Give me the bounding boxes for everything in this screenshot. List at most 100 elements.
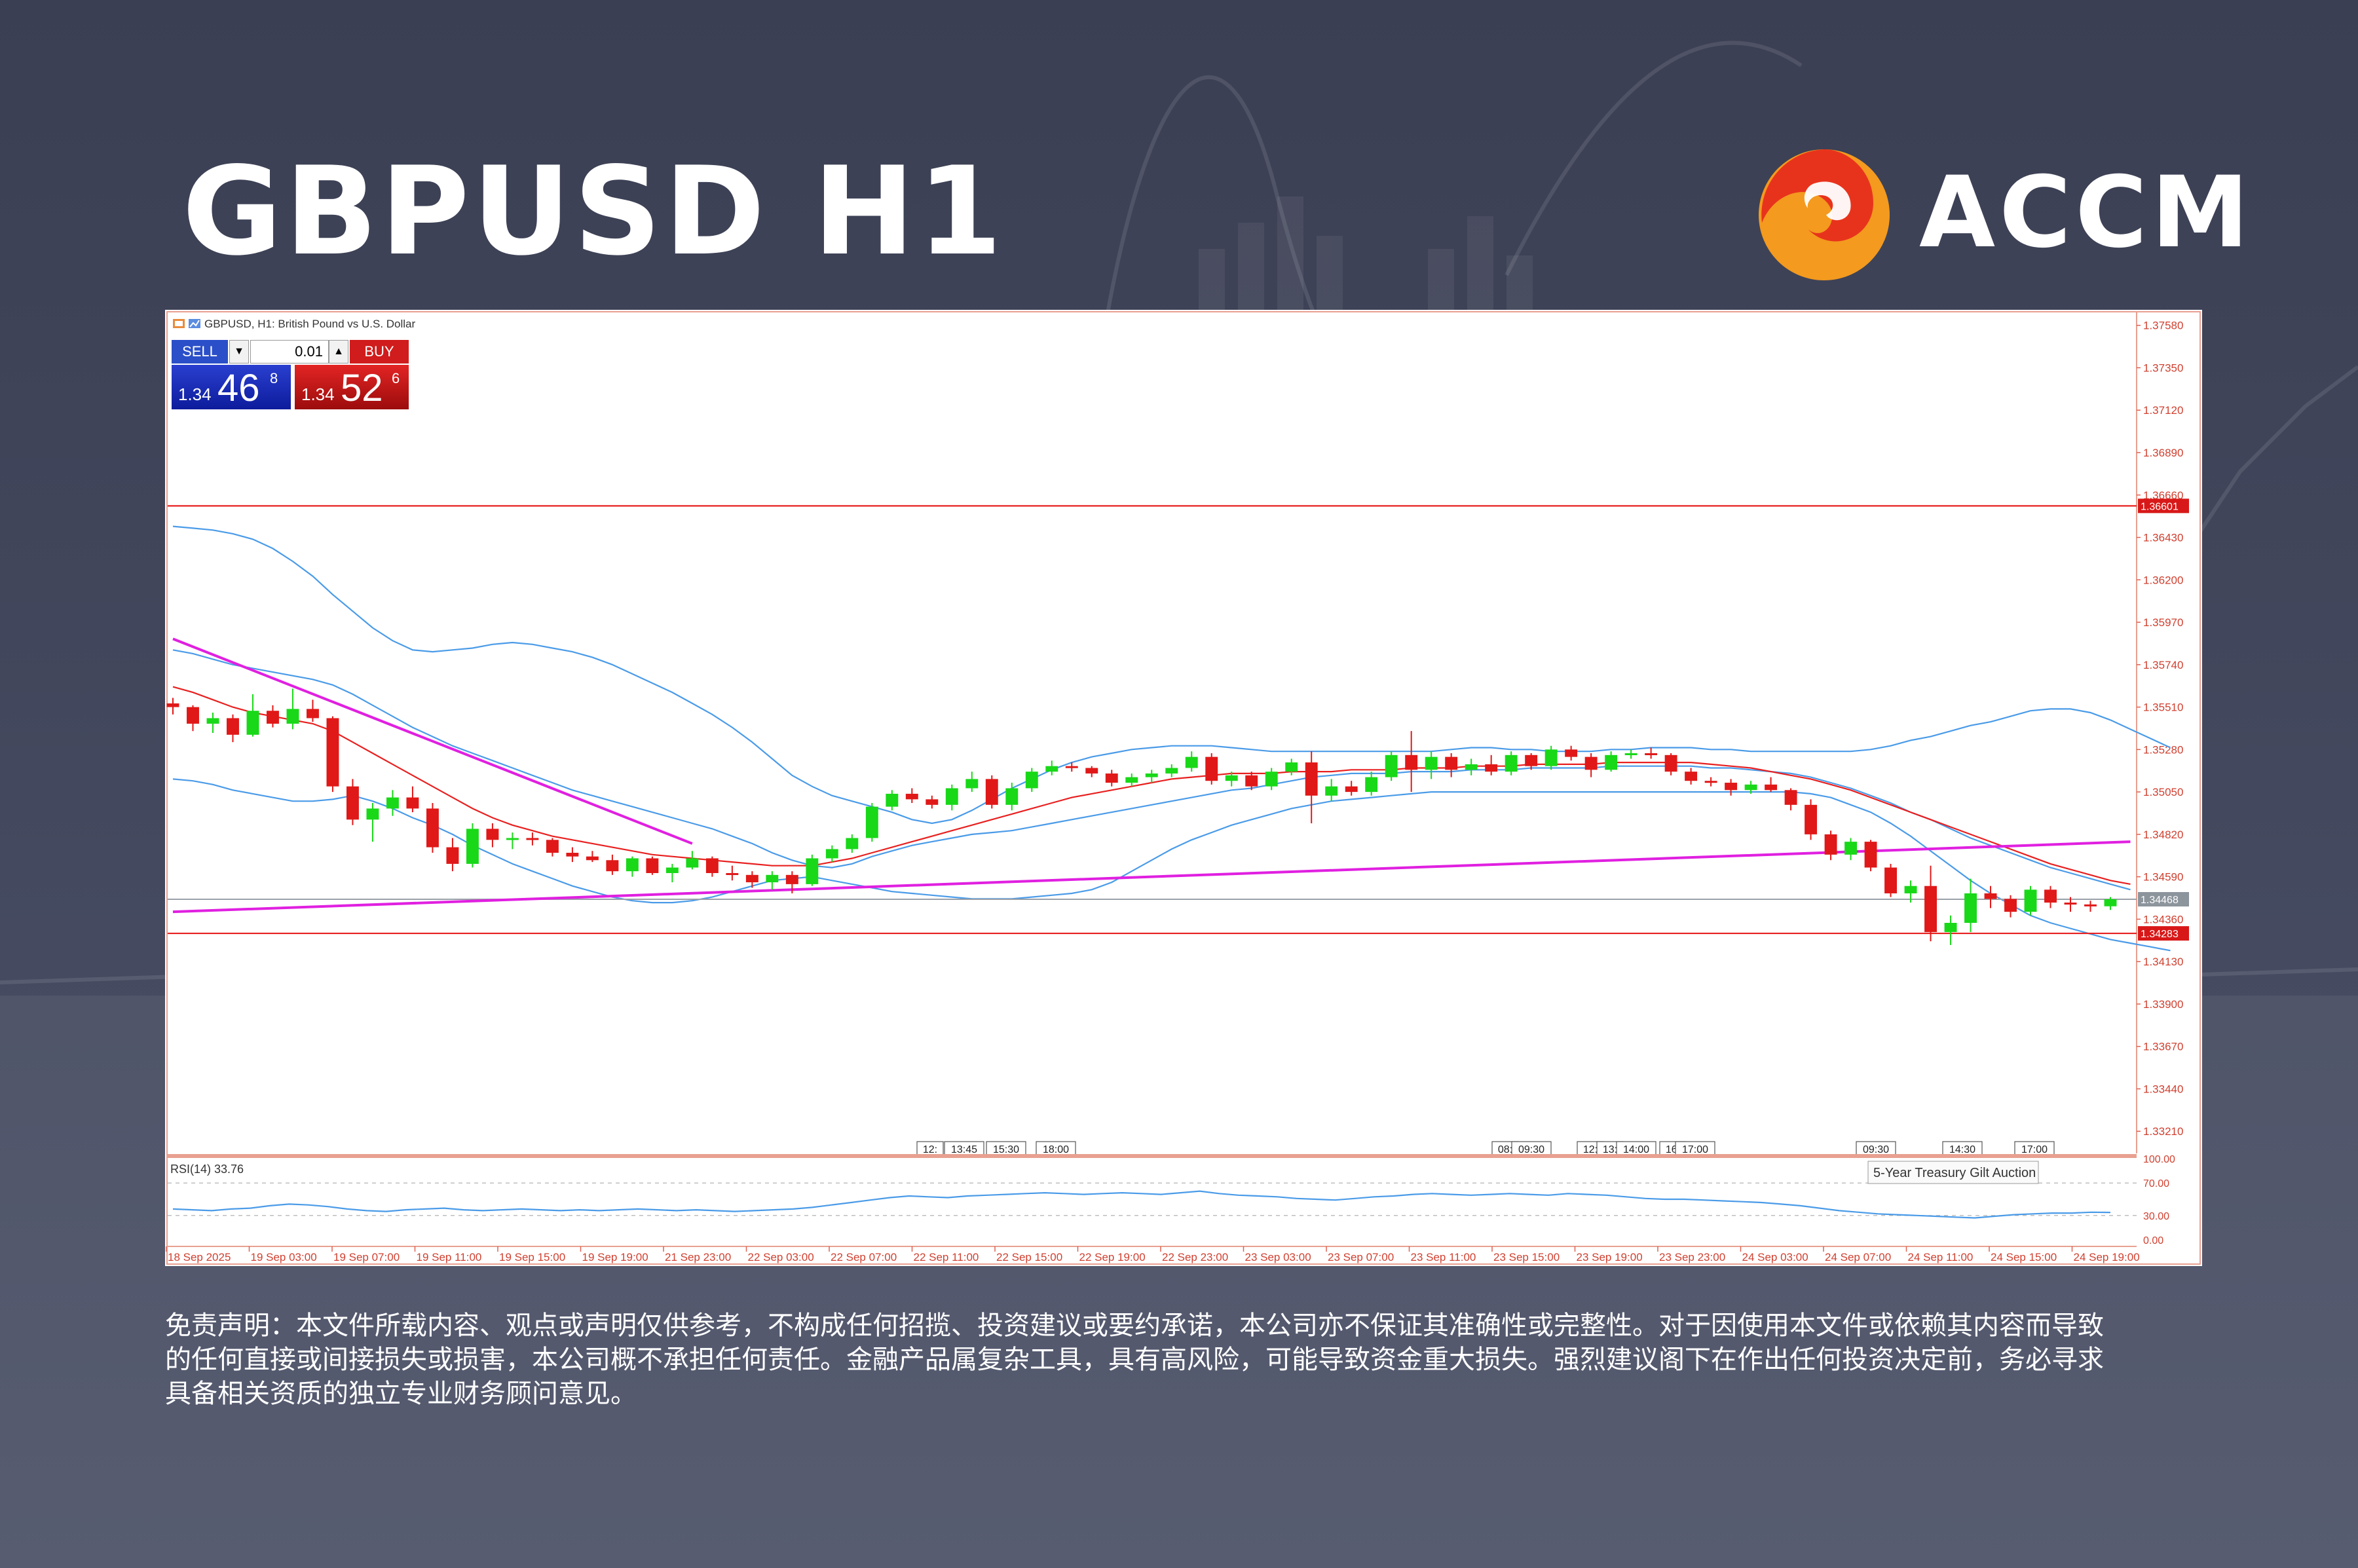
lot-decrease-button[interactable]: ▼ (229, 340, 249, 364)
lot-size-input[interactable] (250, 340, 329, 364)
tooltip-text: 5-Year Treasury Gilt Auction (1873, 1166, 2036, 1180)
chart-window[interactable]: GBPUSD, H1: British Pound vs U.S. Dollar… (165, 310, 2202, 1266)
candle-body (1025, 772, 1038, 789)
candle-body (745, 874, 758, 883)
candle-body (1784, 790, 1797, 805)
candle-body (1465, 764, 1478, 770)
disclaimer-line: 的任何直接或间接损失或损害，本公司概不承担任何责任。金融产品属复杂工具，具有高风… (165, 1345, 2104, 1375)
candle-body (366, 808, 379, 820)
page-title: GBPUSD H1 (182, 140, 1005, 282)
lot-increase-button[interactable]: ▲ (329, 340, 348, 364)
event-marker-label: 18:00 (1043, 1144, 1069, 1155)
candle-body (267, 711, 279, 724)
candle-body (945, 788, 958, 805)
candle-body (1904, 886, 1917, 893)
time-tick-label: 19 Sep 07:00 (333, 1251, 400, 1263)
candle-body (1485, 764, 1498, 772)
price-tick-label: 1.36200 (2143, 574, 2183, 586)
buy-price-prefix: 1.34 (301, 384, 335, 404)
candlesticks (166, 688, 2117, 945)
candle-body (206, 718, 219, 724)
price-tick-label: 1.34820 (2143, 829, 2183, 841)
price-tick-label: 1.35510 (2143, 701, 2183, 714)
candle-body (2104, 899, 2117, 906)
candle-body (1085, 768, 1098, 774)
candle-body (1864, 842, 1877, 868)
time-tick-label: 22 Sep 11:00 (914, 1251, 979, 1263)
candle-body (346, 786, 359, 820)
candle-body (386, 797, 399, 809)
candle-body (1325, 786, 1338, 796)
candle-body (566, 853, 579, 857)
buy-price[interactable]: 1.34 52 6 (295, 365, 409, 409)
time-tick-label: 22 Sep 07:00 (831, 1251, 897, 1263)
candle-body (1544, 749, 1558, 766)
sell-button[interactable]: SELL (172, 340, 228, 364)
chart-window-title: GBPUSD, H1: British Pound vs U.S. Dollar (204, 318, 416, 330)
buy-button[interactable]: BUY (350, 340, 409, 364)
candle-body (1065, 766, 1078, 768)
event-marker-label: 14:30 (1949, 1144, 1975, 1155)
accm-logo-icon (1759, 149, 1890, 280)
event-marker-label: 17:00 (2021, 1144, 2048, 1155)
candle-body (1165, 768, 1178, 774)
buy-price-big: 52 (341, 367, 383, 409)
time-axis: 18 Sep 2025 19 Sep 03:00 19 Sep 07:00 19 Se… (166, 1246, 2140, 1263)
time-tick-label: 24 Sep 03:00 (1742, 1251, 1808, 1263)
candle-body (2024, 889, 2037, 912)
candle-body (1185, 756, 1198, 768)
one-click-trading-panel[interactable]: SELL ▼ ▲ BUY 1.34 46 8 1.34 52 6 (172, 340, 409, 412)
candle-body (665, 867, 679, 873)
candle-body (1964, 893, 1977, 924)
time-tick-label: 19 Sep 15:00 (499, 1251, 565, 1263)
candle-body (406, 797, 419, 809)
price-tag-label: 1.34468 (2141, 895, 2179, 906)
time-tick-label: 24 Sep 15:00 (1991, 1251, 2057, 1263)
candle-body (965, 779, 979, 789)
candle-body (2064, 903, 2077, 905)
candle-body (2004, 899, 2017, 912)
price-tick-label: 1.36890 (2143, 447, 2183, 459)
candle-body (426, 808, 439, 848)
candle-body (1205, 756, 1218, 781)
candle-body (1844, 842, 1858, 855)
candle-body (766, 874, 779, 883)
price-tags: 1.36601 1.34468 1.34283 (2138, 498, 2189, 941)
candle-body (1584, 756, 1598, 770)
candle-body (1884, 867, 1898, 893)
time-tick-label: 22 Sep 19:00 (1079, 1251, 1146, 1263)
time-tick-label: 23 Sep 03:00 (1245, 1251, 1311, 1263)
bollinger-lower-line (172, 778, 2171, 952)
candle-body (726, 873, 739, 875)
rsi-line (172, 1190, 2111, 1219)
candle-body (2044, 889, 2057, 903)
candle-body (1765, 784, 1778, 791)
candle-body (1744, 784, 1757, 791)
brand-logo (1759, 149, 1890, 280)
chart-canvas[interactable]: GBPUSD, H1: British Pound vs U.S. Dollar… (165, 310, 2202, 1266)
time-tick-label: 22 Sep 23:00 (1162, 1251, 1228, 1263)
candle-body (1305, 762, 1318, 796)
price-tick-label: 1.35050 (2143, 786, 2183, 798)
candle-body (1624, 753, 1638, 755)
price-tick-label: 1.33670 (2143, 1041, 2183, 1053)
candle-body (886, 793, 899, 807)
trendline (172, 840, 2131, 914)
rsi-tick-label: 70.00 (2143, 1178, 2169, 1189)
time-tick-label: 24 Sep 07:00 (1825, 1251, 1891, 1263)
sell-price[interactable]: 1.34 46 8 (172, 365, 291, 409)
candle-body (1565, 749, 1578, 757)
event-marker-label: 12: (923, 1144, 937, 1155)
event-marker-label: 15:30 (993, 1144, 1019, 1155)
candle-body (466, 829, 479, 864)
rsi-tick-label: 100.00 (2143, 1154, 2175, 1165)
candle-body (586, 856, 599, 861)
rsi-label: RSI(14) 33.76 (170, 1163, 244, 1176)
time-tick-label: 23 Sep 23:00 (1659, 1251, 1725, 1263)
price-tick-label: 1.35740 (2143, 659, 2183, 671)
brand-name: ACCM (1919, 156, 2253, 270)
event-marker-label: 13: (1603, 1144, 1617, 1155)
candle-body (166, 703, 179, 707)
candle-body (1944, 923, 1957, 933)
candle-body (626, 858, 639, 872)
